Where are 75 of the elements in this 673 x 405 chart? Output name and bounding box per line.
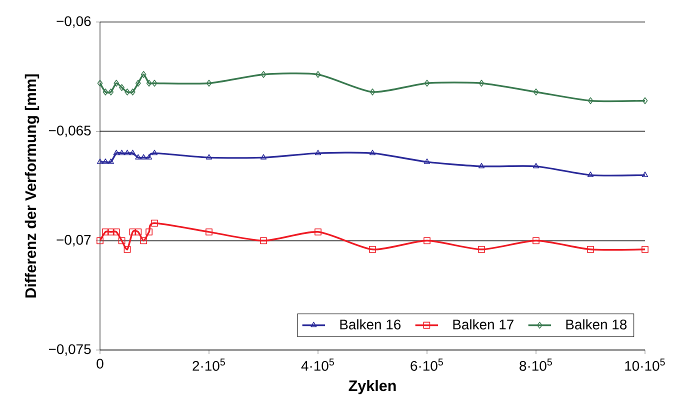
- y-axis-title: Differenz der Verformung [mm]: [24, 74, 40, 298]
- point: [315, 71, 321, 78]
- x-tick-label: 8·10$^{5}$: [520, 358, 552, 371]
- point: [260, 154, 267, 160]
- point: [124, 246, 131, 253]
- point: [124, 150, 130, 156]
- point: [118, 150, 125, 156]
- point: [140, 71, 146, 78]
- legend-label: Balken 17: [453, 319, 514, 330]
- point: [129, 228, 136, 236]
- point: [96, 237, 104, 244]
- point: [424, 237, 430, 244]
- legend-label: Balken 18: [566, 319, 627, 330]
- point: [532, 162, 540, 168]
- point: [424, 80, 430, 87]
- point: [134, 228, 142, 236]
- point: [532, 237, 540, 244]
- point: [206, 80, 212, 87]
- x-tick-label: 6·10$^{5}$: [410, 358, 443, 371]
- y-tick-label: −0,07: [56, 234, 91, 246]
- point: [478, 162, 485, 168]
- y-tick-label: −0,06: [56, 16, 91, 28]
- point: [370, 88, 376, 96]
- point: [146, 80, 152, 87]
- point: [369, 150, 376, 156]
- point: [96, 158, 104, 164]
- legend-label: Balken 16: [340, 319, 401, 330]
- point: [478, 246, 485, 253]
- point: [151, 150, 158, 156]
- point: [140, 237, 148, 244]
- point: [587, 246, 594, 253]
- point: [587, 172, 594, 177]
- point: [151, 220, 158, 227]
- x-axis-title: Zyklen: [348, 380, 396, 394]
- point: [146, 228, 153, 236]
- x-tick-label: 4·10$^{5}$: [301, 358, 334, 371]
- point: [314, 150, 322, 156]
- point: [146, 154, 152, 160]
- point: [102, 228, 109, 236]
- point: [119, 84, 124, 92]
- x-tick-label: 10·10$^{5}$: [625, 358, 665, 371]
- point: [112, 228, 120, 236]
- point: [314, 228, 322, 236]
- point: [642, 172, 648, 177]
- point: [533, 88, 539, 96]
- point: [642, 246, 648, 253]
- point: [135, 80, 141, 87]
- point: [478, 80, 484, 87]
- x-tick-label: 2·10$^{5}$: [192, 358, 225, 371]
- point: [102, 88, 108, 96]
- point: [588, 97, 594, 104]
- point: [260, 237, 267, 244]
- point: [642, 97, 648, 104]
- point: [260, 71, 266, 78]
- point: [118, 237, 126, 244]
- point: [369, 246, 376, 253]
- point: [424, 158, 430, 164]
- point: [130, 150, 136, 156]
- point: [108, 88, 114, 96]
- point: [114, 80, 120, 87]
- point: [206, 228, 212, 236]
- x-tick-label: 0: [96, 358, 104, 369]
- point: [97, 80, 103, 87]
- y-tick-label: −0,075: [48, 344, 91, 356]
- point: [113, 150, 120, 156]
- point: [130, 88, 136, 96]
- point: [108, 158, 114, 164]
- point: [135, 154, 142, 160]
- point: [206, 154, 212, 160]
- point: [152, 80, 158, 87]
- point: [107, 228, 114, 236]
- point: [124, 88, 130, 96]
- point: [140, 154, 147, 160]
- y-tick-label: −0,065: [48, 126, 91, 138]
- point: [102, 158, 108, 164]
